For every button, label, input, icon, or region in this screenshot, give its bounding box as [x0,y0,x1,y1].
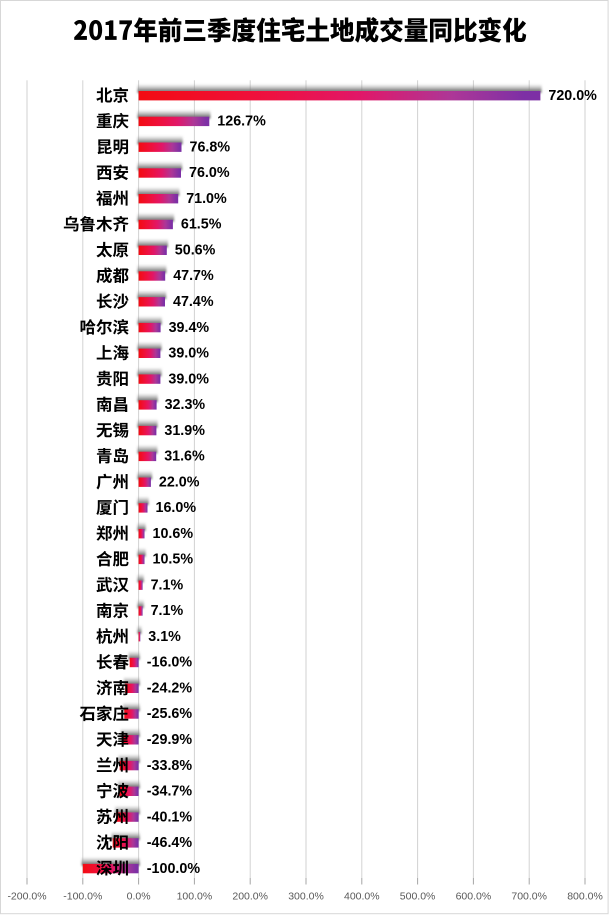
svg-text:-25.6%: -25.6% [147,706,193,722]
svg-text:500.0%: 500.0% [400,891,436,903]
svg-text:61.5%: 61.5% [181,217,222,233]
svg-text:76.8%: 76.8% [190,139,231,155]
svg-text:200.0%: 200.0% [232,891,268,903]
svg-text:10.6%: 10.6% [153,526,194,542]
svg-text:31.9%: 31.9% [164,423,205,439]
svg-text:100.0%: 100.0% [177,891,213,903]
svg-text:-200.0%: -200.0% [7,891,46,903]
svg-text:76.0%: 76.0% [189,165,230,181]
svg-text:47.7%: 47.7% [173,268,214,284]
svg-text:400.0%: 400.0% [344,891,380,903]
svg-text:126.7%: 126.7% [217,114,266,130]
svg-text:7.1%: 7.1% [151,577,184,593]
svg-text:71.0%: 71.0% [186,191,227,207]
svg-text:7.1%: 7.1% [151,603,184,619]
svg-text:50.6%: 50.6% [175,243,216,259]
svg-text:31.6%: 31.6% [164,449,205,465]
svg-text:32.3%: 32.3% [165,397,206,413]
svg-text:-40.1%: -40.1% [147,809,193,825]
svg-text:47.4%: 47.4% [173,294,214,310]
svg-text:39.4%: 39.4% [169,320,210,336]
svg-text:3.1%: 3.1% [148,629,181,645]
svg-text:720.0%: 720.0% [548,88,597,104]
svg-text:800.0%: 800.0% [567,891,603,903]
svg-text:-34.7%: -34.7% [147,784,193,800]
svg-text:-46.4%: -46.4% [147,835,193,851]
svg-text:-100.0%: -100.0% [63,891,102,903]
svg-text:600.0%: 600.0% [456,891,492,903]
svg-text:39.0%: 39.0% [168,346,209,362]
svg-text:-29.9%: -29.9% [147,732,193,748]
svg-text:10.5%: 10.5% [153,552,194,568]
svg-text:16.0%: 16.0% [156,500,197,516]
svg-text:-16.0%: -16.0% [147,655,193,671]
svg-text:0.0%: 0.0% [127,891,151,903]
svg-text:-100.0%: -100.0% [147,861,201,877]
svg-text:300.0%: 300.0% [288,891,324,903]
svg-text:-33.8%: -33.8% [147,758,193,774]
svg-text:22.0%: 22.0% [159,474,200,490]
svg-text:-24.2%: -24.2% [147,681,193,697]
svg-text:39.0%: 39.0% [168,371,209,387]
svg-text:700.0%: 700.0% [511,891,547,903]
